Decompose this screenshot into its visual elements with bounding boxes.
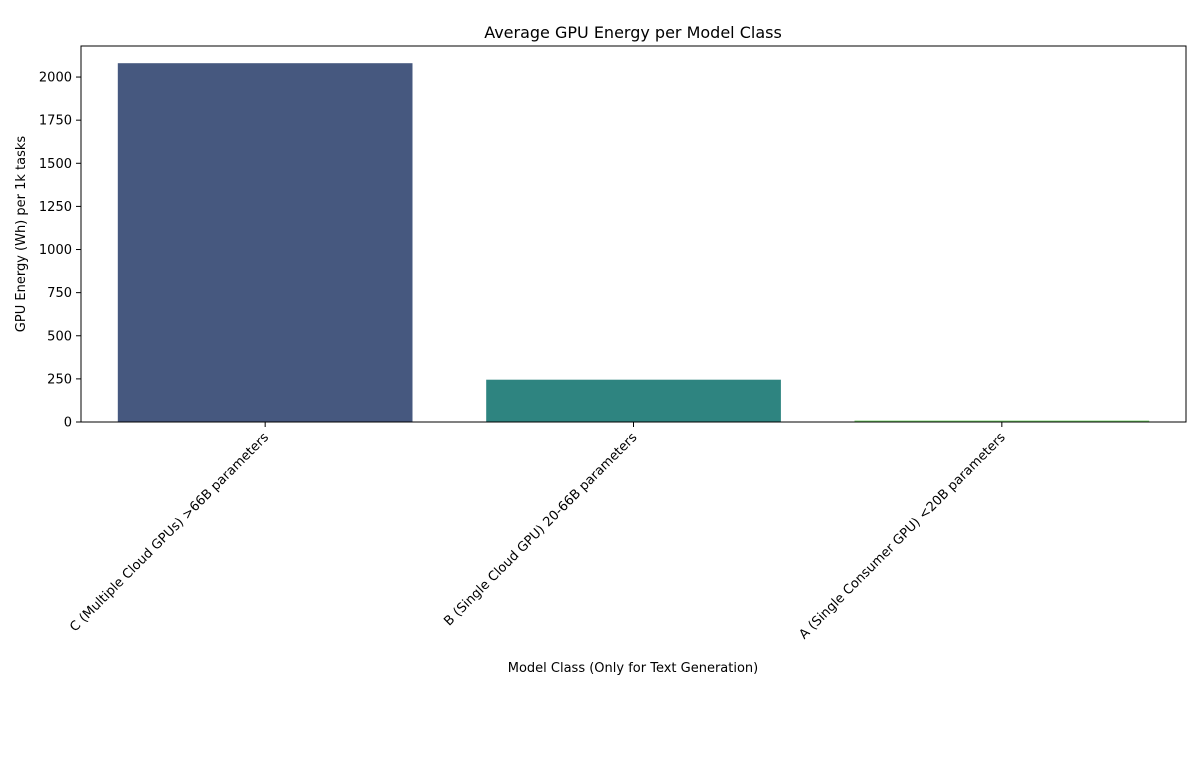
x-axis-title: Model Class (Only for Text Generation) (508, 661, 759, 676)
x-tick-label: C (Multiple Cloud GPUs) >66B parameters (67, 430, 272, 635)
y-axis-title: GPU Energy (Wh) per 1k tasks (14, 136, 29, 333)
y-tick-label: 1500 (39, 157, 72, 172)
y-axis: 0 250 500 750 1000 1250 1500 1750 2000 (39, 71, 81, 431)
x-tick-label: B (Single Cloud GPU) 20-66B parameters (441, 430, 640, 629)
bar-b (486, 379, 781, 422)
y-tick-label: 250 (47, 372, 72, 387)
chart-title: Average GPU Energy per Model Class (484, 23, 782, 42)
y-tick-label: 500 (47, 329, 72, 344)
x-tick-label: A (Single Consumer GPU) <20B parameters (796, 430, 1008, 642)
y-tick-label: 1750 (39, 114, 72, 129)
bars-layer (117, 63, 1150, 423)
bar-a (854, 420, 1150, 423)
bar-c (117, 63, 413, 422)
x-axis: C (Multiple Cloud GPUs) >66B parameters B… (67, 422, 1009, 642)
y-tick-label: 750 (47, 286, 72, 301)
y-tick-label: 1250 (39, 200, 72, 215)
y-tick-label: 1000 (39, 243, 72, 258)
y-tick-label: 0 (64, 416, 72, 431)
y-tick-label: 2000 (39, 71, 72, 86)
